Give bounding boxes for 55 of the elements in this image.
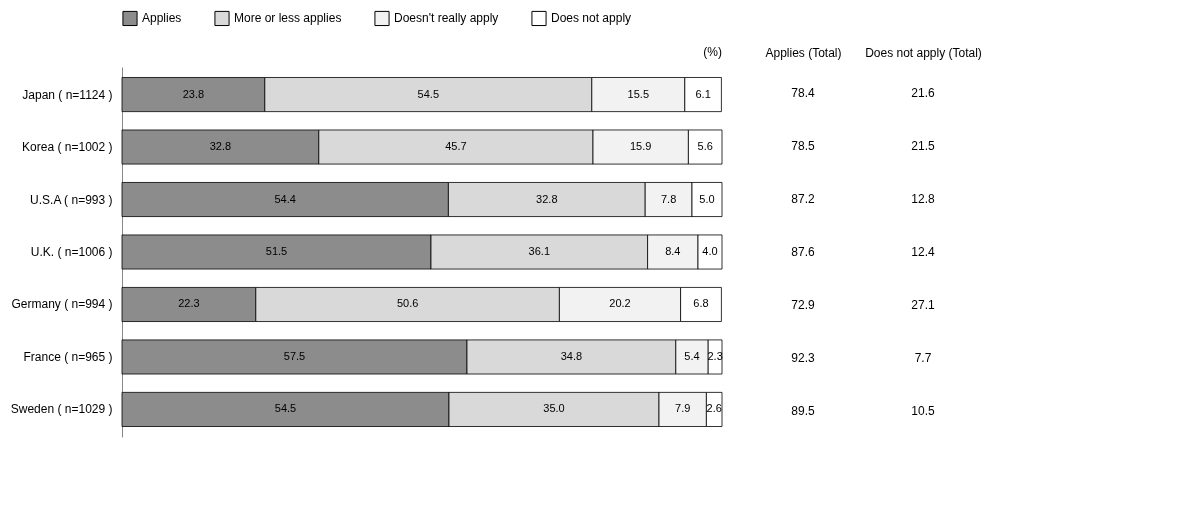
y-tick-label: U.S.A ( n=993 ) <box>30 192 113 207</box>
data-label: 5.0 <box>699 192 715 205</box>
y-tick-label: France ( n=965 ) <box>23 349 113 364</box>
y-tick-label: Sweden ( n=1029 ) <box>10 402 113 417</box>
data-label: 5.6 <box>697 140 713 153</box>
data-label: 7.9 <box>675 402 691 415</box>
text: (%) <box>703 45 722 59</box>
data-label: 20.2 <box>609 297 631 310</box>
data-label: 4.0 <box>702 245 718 257</box>
text: 7.7 <box>914 350 932 365</box>
y-tick-label: U.K. ( n=1006 ) <box>30 245 113 259</box>
text: 92.3 <box>791 350 815 365</box>
data-label: 2.6 <box>706 402 722 415</box>
data-label: 23.8 <box>182 87 205 100</box>
data-label: 51.5 <box>265 245 288 257</box>
data-label: 15.9 <box>629 140 652 153</box>
data-label: 32.8 <box>536 192 558 205</box>
y-tick-label: Korea ( n=1002 ) <box>22 140 113 155</box>
data-label: 35.0 <box>543 402 565 415</box>
text: 21.6 <box>911 86 935 101</box>
text: 72.9 <box>791 297 815 312</box>
data-label: 50.6 <box>396 297 419 310</box>
data-label: 8.4 <box>665 245 681 257</box>
text: Applies (Total) <box>765 45 842 60</box>
data-label: 34.8 <box>560 349 583 362</box>
data-label: 32.8 <box>209 140 232 153</box>
data-label: 6.8 <box>693 297 709 310</box>
data-label: 54.4 <box>274 192 296 205</box>
text: 87.2 <box>791 192 815 207</box>
legend-label: More or less applies <box>234 11 342 26</box>
text: 27.1 <box>911 297 935 312</box>
text: 87.6 <box>791 245 815 259</box>
text: 89.5 <box>791 403 815 418</box>
data-label: 6.1 <box>695 87 711 100</box>
data-label: 54.5 <box>417 87 440 100</box>
text: 78.5 <box>791 139 815 154</box>
text: 21.5 <box>911 139 935 154</box>
data-label: 22.3 <box>178 297 200 310</box>
data-label: 54.5 <box>274 402 297 415</box>
text: 78.4 <box>791 86 815 101</box>
y-tick-label: Japan ( n=1124 ) <box>22 87 113 102</box>
text: Does not apply (Total) <box>865 45 982 60</box>
data-label: 36.1 <box>528 245 551 257</box>
text: 10.5 <box>911 403 935 418</box>
data-label: 15.5 <box>627 87 650 100</box>
data-label: 57.5 <box>283 349 306 362</box>
text: 12.4 <box>911 245 935 259</box>
data-label: 7.8 <box>660 192 677 205</box>
legend-label: Does not apply <box>551 11 632 26</box>
y-tick-label: Germany ( n=994 ) <box>11 297 113 312</box>
data-label: 5.4 <box>684 349 700 362</box>
legend-label: Applies <box>142 11 182 26</box>
data-label: 45.7 <box>445 140 467 153</box>
legend-label: Doesn't really apply <box>394 11 499 26</box>
text: 12.8 <box>911 192 935 207</box>
